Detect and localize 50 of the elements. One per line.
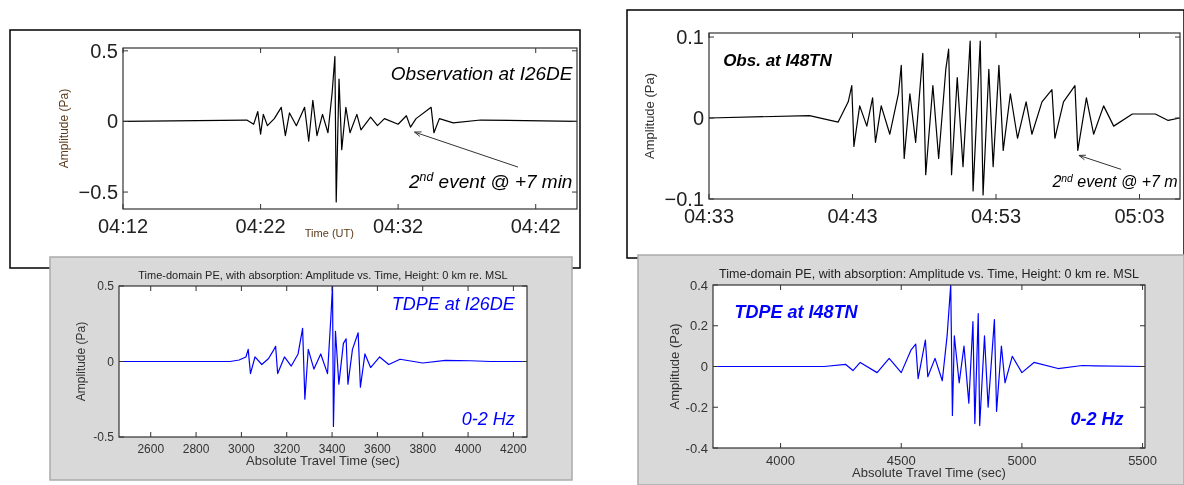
y-tick-label: 0.5 (90, 39, 118, 62)
annotation: Observation at I26DE (390, 63, 573, 85)
y-tick-label: 0.2 (689, 318, 708, 334)
annotation: TDPE at I26DE (391, 294, 516, 315)
x-tick-label: 3000 (228, 442, 256, 456)
x-tick-label: 3800 (409, 442, 437, 456)
chart-title: Time-domain PE, with absorption: Amplitude vs. Time, Height: 0 km re. MSL (719, 267, 1139, 281)
x-tick-label: 3400 (318, 442, 346, 456)
chart-title: Time-domain PE, with absorption: Amplitude vs. Time, Height: 0 km re. MSL (138, 269, 508, 281)
x-tick-label: 04:43 (827, 205, 878, 227)
annotation: 2$^{nd}$ event @ +7 m (1051, 172, 1178, 191)
x-tick-label: 04:53 (970, 205, 1022, 227)
x-tick-label: 4000 (454, 442, 482, 456)
y-tick-label: 0.5 (97, 279, 115, 294)
y-tick-label: 0 (106, 110, 118, 133)
x-tick-label: 5000 (1007, 453, 1037, 468)
y-axis-title: Amplitude (Pa) (57, 88, 71, 169)
x-tick-label: 04:42 (510, 215, 561, 237)
x-axis-title: Absolute Travel Time (sec) (246, 453, 400, 468)
annotation: 2$^{nd}$ event @ +7 min (407, 170, 573, 193)
annotation: 0-2 Hz (461, 408, 515, 429)
x-tick-label: 05:03 (1114, 205, 1165, 227)
x-tick-label: 3600 (364, 442, 392, 456)
x-tick-label: 5500 (1128, 453, 1158, 468)
x-tick-label: 04:32 (373, 215, 424, 237)
y-axis-title: Amplitude (Pa) (642, 73, 657, 159)
y-tick-label: 0 (107, 354, 115, 369)
y-tick-label: 0 (692, 107, 704, 130)
x-tick-label: 04:12 (97, 215, 149, 237)
annotation: Obs. at I48TN (723, 51, 833, 71)
y-tick-label: -0.2 (685, 399, 708, 415)
x-tick-label: 4000 (766, 453, 796, 468)
y-tick-label: 0 (700, 359, 708, 375)
x-axis-title: Time (UT) (304, 227, 354, 239)
x-axis-title: Absolute Travel Time (sec) (852, 465, 1006, 480)
y-tick-label: 0.1 (676, 26, 704, 49)
x-tick-label: 4200 (500, 442, 528, 456)
x-tick-label: 3200 (273, 442, 301, 456)
y-tick-label: -0.4 (685, 440, 708, 456)
annotation: TDPE at I48TN (734, 301, 859, 322)
x-tick-label: 4500 (886, 453, 916, 468)
y-tick-label: −0.5 (78, 181, 118, 204)
x-tick-label: 04:22 (235, 215, 286, 237)
y-tick-label: -0.5 (93, 430, 115, 445)
y-axis-title: Amplitude (Pa) (667, 323, 682, 410)
y-axis-title: Amplitude (Pa) (74, 321, 88, 402)
x-tick-label: 2800 (182, 442, 210, 456)
annotation: 0-2 Hz (1070, 409, 1124, 430)
x-tick-label: 2600 (137, 442, 165, 456)
y-tick-label: 0.4 (689, 277, 708, 293)
